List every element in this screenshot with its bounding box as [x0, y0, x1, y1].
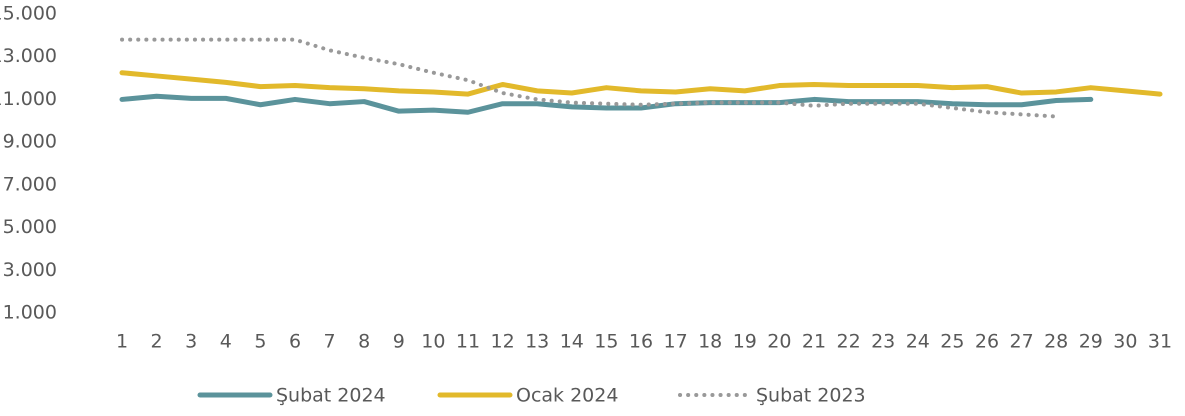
y-tick-label: 1.000 — [3, 302, 57, 324]
x-tick-label: 15 — [594, 331, 618, 353]
x-tick-label: 2 — [151, 331, 163, 353]
x-tick-label: 29 — [1079, 331, 1103, 353]
series-line — [119, 70, 1163, 97]
x-tick-label: 31 — [1148, 331, 1172, 353]
x-tick-label: 3 — [185, 331, 197, 353]
x-tick-label: 16 — [629, 331, 653, 353]
y-tick-label: 11.000 — [0, 88, 57, 110]
x-tick-label: 26 — [975, 331, 999, 353]
x-tick-label: 6 — [289, 331, 301, 353]
x-tick-label: 19 — [733, 331, 757, 353]
legend-label: Ocak 2024 — [516, 385, 618, 407]
x-tick-label: 7 — [324, 331, 336, 353]
x-tick-label: 13 — [525, 331, 549, 353]
series-line — [119, 93, 1094, 115]
x-tick-label: 11 — [456, 331, 480, 353]
y-tick-label: 5.000 — [3, 216, 57, 238]
y-tick-label: 15.000 — [0, 3, 57, 25]
x-tick-label: 1 — [116, 331, 128, 353]
x-tick-label: 10 — [421, 331, 445, 353]
x-tick-label: 30 — [1113, 331, 1137, 353]
x-tick-label: 20 — [767, 331, 791, 353]
x-tick-label: 5 — [254, 331, 266, 353]
x-tick-label: 18 — [698, 331, 722, 353]
x-tick-label: 27 — [1010, 331, 1034, 353]
x-tick-label: 9 — [393, 331, 405, 353]
x-tick-label: 17 — [664, 331, 688, 353]
legend-label: Şubat 2024 — [276, 385, 386, 407]
x-tick-label: 25 — [940, 331, 964, 353]
y-tick-label: 7.000 — [3, 173, 57, 195]
x-tick-label: 12 — [491, 331, 515, 353]
x-tick-label: 28 — [1044, 331, 1068, 353]
x-tick-label: 22 — [837, 331, 861, 353]
legend-label: Şubat 2023 — [756, 385, 866, 407]
x-tick-label: 8 — [358, 331, 370, 353]
y-tick-label: 9.000 — [3, 131, 57, 153]
y-tick-label: 13.000 — [0, 45, 57, 67]
series-line — [120, 37, 1059, 119]
x-tick-label: 23 — [871, 331, 895, 353]
x-tick-label: 21 — [802, 331, 826, 353]
y-tick-label: 3.000 — [3, 259, 57, 281]
x-tick-label: 14 — [560, 331, 584, 353]
x-tick-label: 4 — [220, 331, 232, 353]
x-tick-label: 24 — [906, 331, 930, 353]
